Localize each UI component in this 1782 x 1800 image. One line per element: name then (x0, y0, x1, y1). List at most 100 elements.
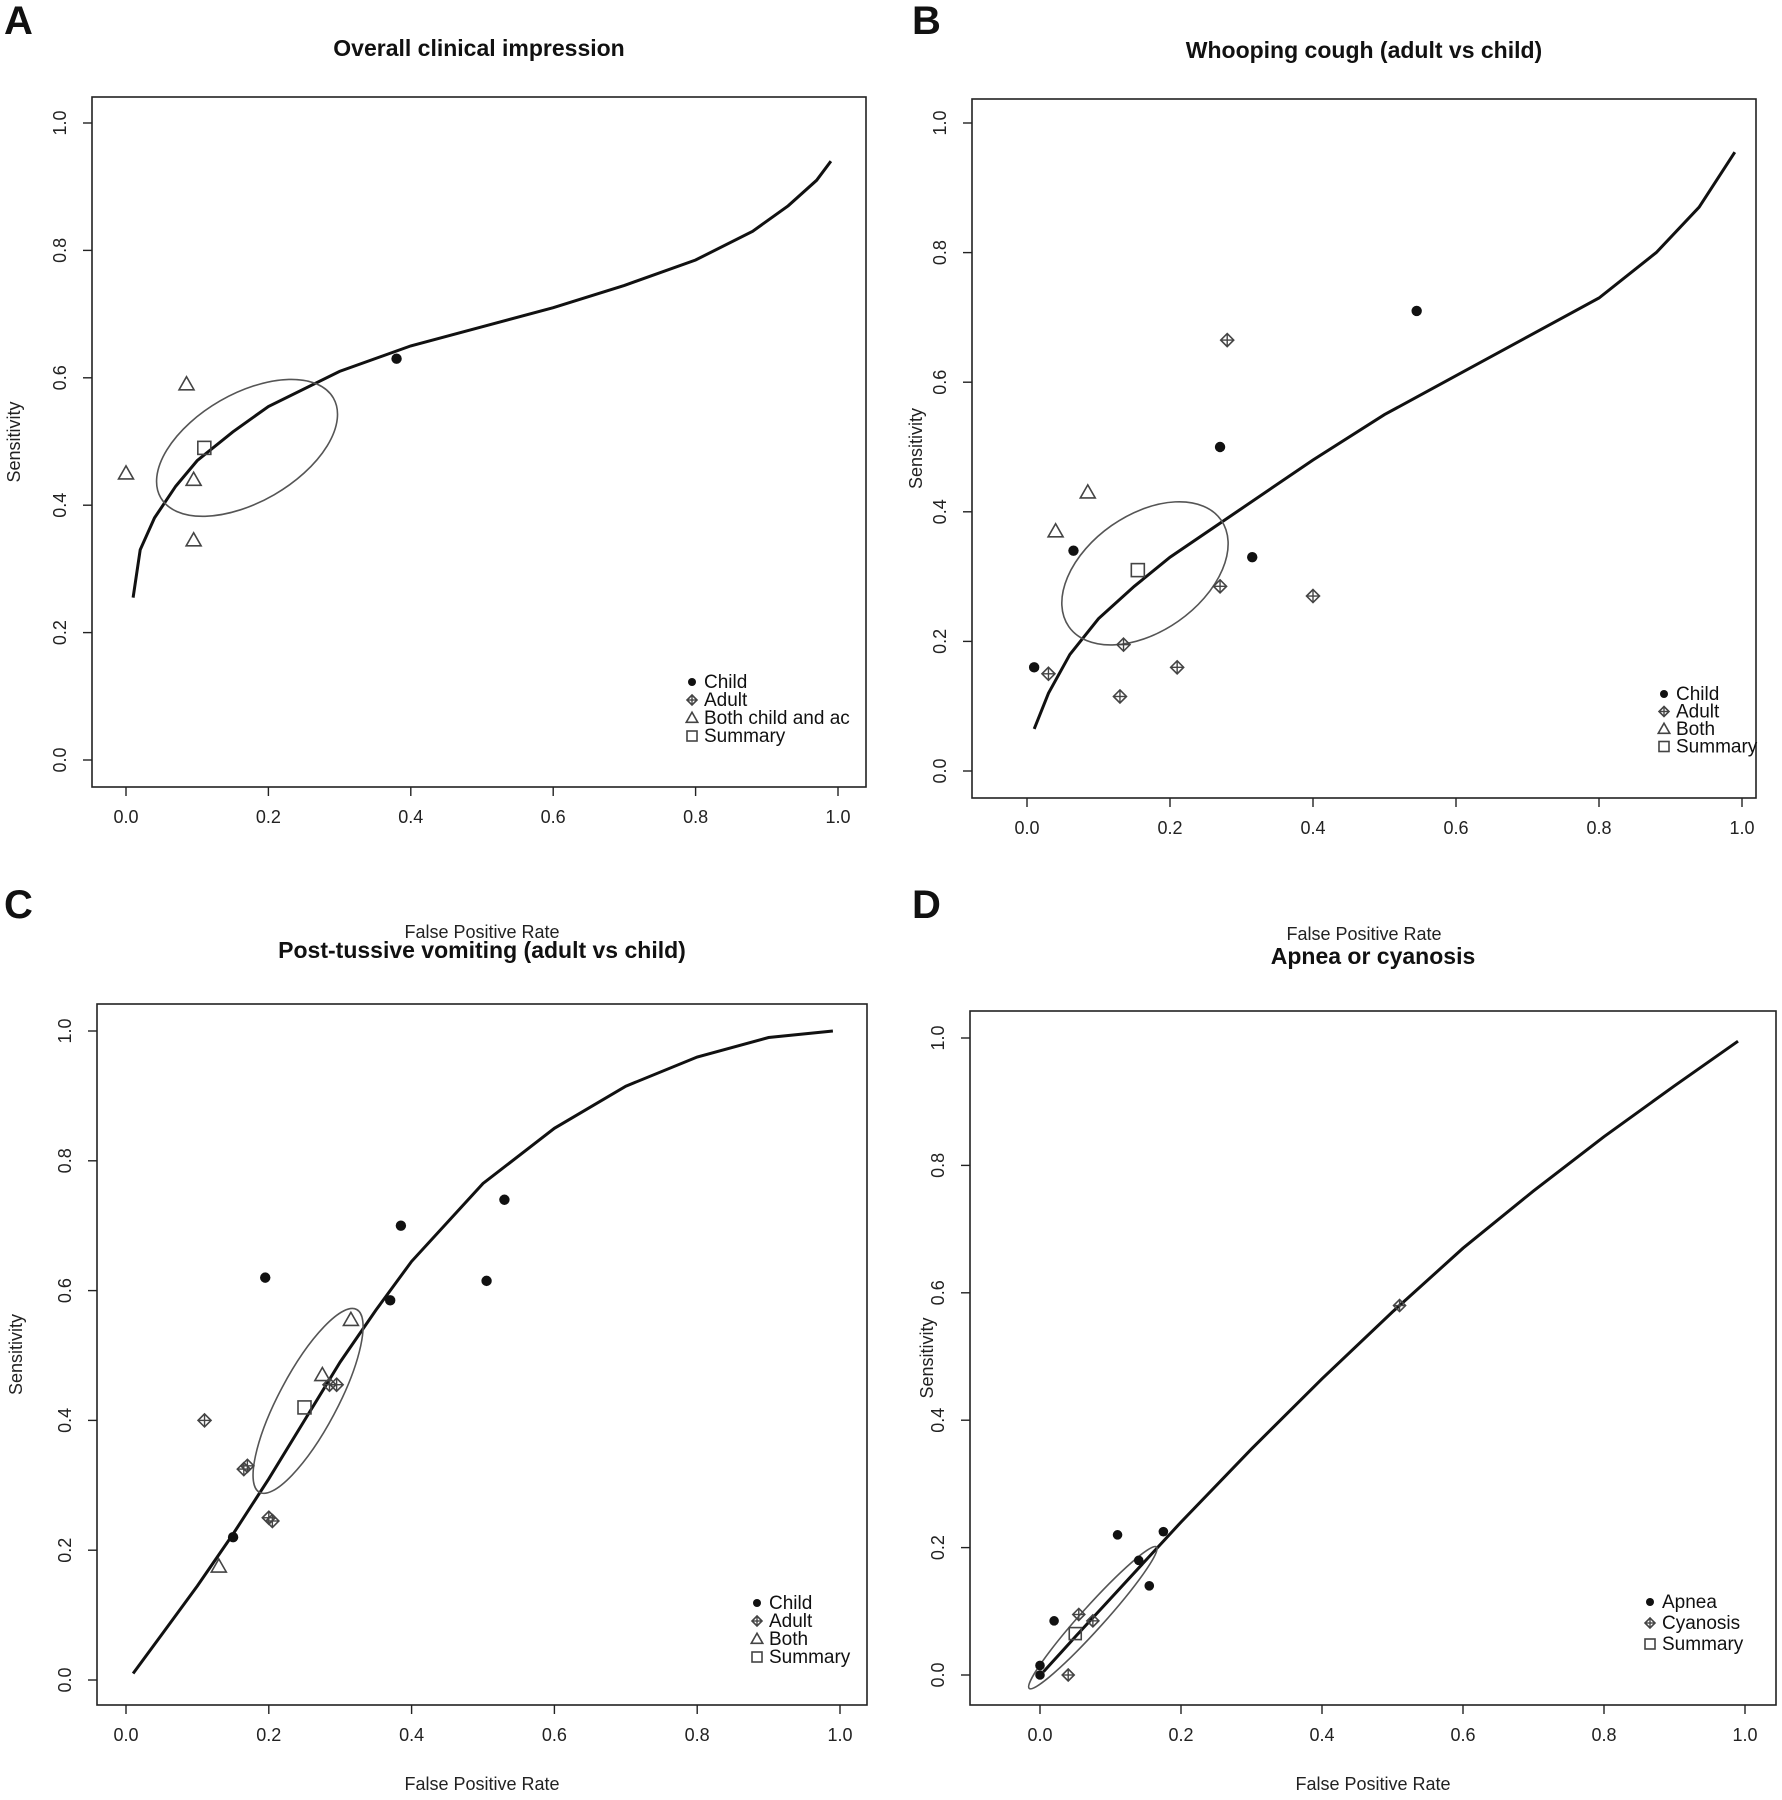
point-summary (1130, 562, 1146, 578)
point-both (1078, 483, 1097, 499)
legend-marker (751, 1651, 763, 1663)
x-tick-label: 0.8 (1591, 1725, 1616, 1745)
x-tick-label: 0.0 (1014, 818, 1039, 838)
point-adult (1219, 332, 1235, 348)
sroc-curve (131, 1029, 834, 1675)
panel-letter: B (912, 0, 941, 43)
confidence-ellipse (252, 1307, 364, 1495)
x-tick-label: 0.6 (541, 807, 566, 827)
x-axis-label: False Positive Rate (404, 1774, 559, 1794)
point-adult (1112, 688, 1128, 705)
point-adult (1115, 637, 1132, 653)
legend-marker (1646, 1598, 1654, 1606)
point-adult (328, 1377, 345, 1393)
legend-marker (1660, 690, 1668, 698)
point-apnea (1035, 1670, 1045, 1680)
point-child (1214, 441, 1226, 453)
point-apnea (1144, 1581, 1155, 1591)
point-child (260, 1272, 271, 1283)
legend-label: Summary (1662, 1634, 1744, 1655)
y-tick-label: 0.6 (928, 1280, 948, 1305)
panel-letter: A (4, 0, 33, 43)
y-axis-label: Sensitivity (6, 1314, 26, 1395)
panel-letter: D (912, 883, 941, 927)
x-tick-label: 0.0 (113, 807, 138, 827)
plot-frame (971, 98, 1757, 799)
legend-marker (685, 693, 699, 707)
y-tick-label: 0.2 (50, 620, 70, 645)
legend-marker (749, 1631, 765, 1645)
panel-A: A Overall clinical impression 0.0 0.2 0.4 0.6… (4, 0, 867, 827)
legend-marker (1657, 705, 1671, 718)
x-axis-label: False Positive Rate (1295, 1774, 1450, 1794)
legend-label: Summary (704, 726, 786, 747)
y-tick-label: 0.6 (50, 365, 70, 390)
x-tick-label: 1.0 (1732, 1725, 1757, 1745)
y-tick-label: 1.0 (928, 1025, 948, 1050)
y-tick-label: 0.2 (55, 1538, 75, 1563)
y-tick-label: 0.8 (50, 238, 70, 263)
point-child (227, 1532, 239, 1543)
point-both-child-and-ac (117, 464, 135, 480)
plot-frame (96, 1003, 868, 1706)
x-tick-label: 0.4 (399, 1725, 424, 1745)
point-both (313, 1365, 332, 1382)
y-tick-label: 1.0 (55, 1018, 75, 1043)
panel-C: C Post-tussive vomiting (adult vs child) 0… (4, 883, 868, 1794)
point-adult (1212, 578, 1228, 594)
point-child (1028, 662, 1040, 673)
sroc-curve (131, 160, 833, 598)
y-axis-label: Sensitivity (906, 408, 926, 489)
point-adult (239, 1458, 256, 1474)
y-tick-label: 0.2 (930, 629, 950, 654)
point-adult (196, 1412, 213, 1429)
point-apnea (1133, 1555, 1144, 1566)
x-tick-label: 0.0 (113, 1725, 138, 1745)
sroc-curve (1032, 151, 1737, 730)
legend-label: Cyanosis (1662, 1613, 1740, 1634)
y-tick-label: 0.8 (55, 1148, 75, 1173)
point-child (395, 1220, 407, 1231)
legend-marker (1644, 1638, 1656, 1650)
legend-marker (1658, 740, 1670, 753)
legend-label: Child (704, 672, 747, 693)
point-apnea (1049, 1616, 1059, 1626)
point-adult (1169, 659, 1185, 675)
point-child (1411, 305, 1422, 317)
y-tick-label: 0.8 (930, 240, 950, 265)
legend-label: Summary (1676, 737, 1758, 758)
x-axis-label-upper: False Positive Rate (404, 922, 559, 942)
x-tick-label: 0.8 (685, 1725, 710, 1745)
point-child (1247, 551, 1258, 563)
y-tick-label: 0.6 (55, 1278, 75, 1303)
legend-marker (1656, 721, 1672, 735)
legend-marker (684, 710, 700, 724)
y-tick-label: 1.0 (50, 110, 70, 135)
legend-label: Summary (769, 1647, 851, 1668)
confidence-ellipse (155, 378, 339, 518)
legend-label: Child (769, 1593, 812, 1614)
chart-title: Post-tussive vomiting (adult vs child) (278, 937, 686, 963)
x-tick-label: 0.2 (256, 1725, 281, 1745)
point-adult (1040, 666, 1057, 682)
x-tick-label: 0.2 (256, 807, 281, 827)
point-apnea (1035, 1660, 1045, 1671)
x-tick-label: 0.2 (1157, 818, 1182, 838)
y-tick-label: 0.0 (50, 747, 70, 772)
plot-frame (91, 96, 867, 788)
x-tick-label: 0.6 (542, 1725, 567, 1745)
x-tick-label: 0.0 (1027, 1725, 1052, 1745)
legend-marker (686, 730, 698, 742)
point-child (481, 1275, 492, 1287)
chart-title: Whooping cough (adult vs child) (1186, 37, 1542, 63)
legend-marker (750, 1614, 764, 1628)
point-summary (1068, 1626, 1083, 1641)
y-tick-label: 0.0 (928, 1662, 948, 1687)
legend-label: Adult (704, 690, 748, 711)
legend-marker (688, 678, 696, 686)
x-tick-label: 0.4 (1300, 818, 1325, 838)
